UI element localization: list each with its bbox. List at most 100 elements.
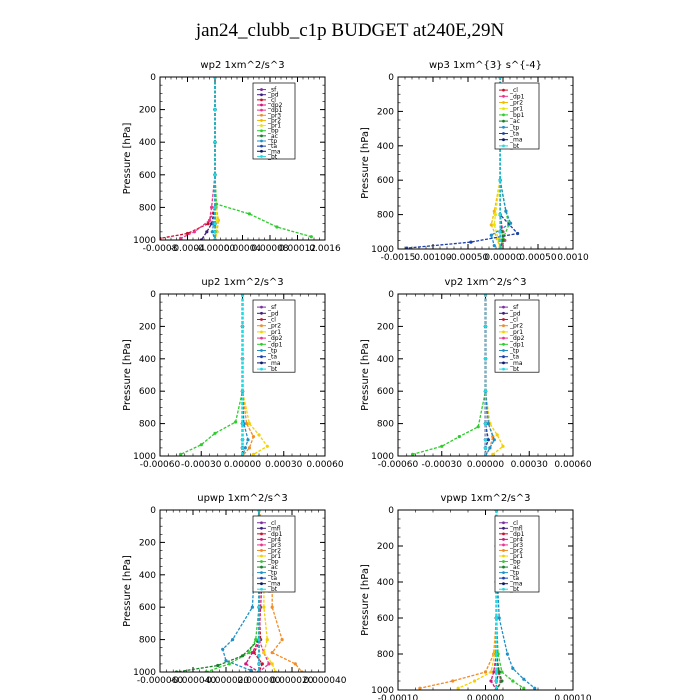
legend-marker — [502, 565, 505, 569]
legend-label: _ma — [509, 360, 523, 367]
data-point — [270, 662, 274, 666]
legend-marker — [260, 336, 263, 340]
data-point — [494, 616, 498, 620]
data-point — [498, 238, 502, 242]
legend-label: _pr3 — [267, 112, 281, 119]
legend-label: _cl — [267, 317, 276, 324]
x-tick-label: 0.00060 — [306, 460, 343, 470]
x-tick-label: -0.00010 — [378, 694, 419, 700]
data-point — [265, 638, 269, 642]
x-tick-label: -0.00060 — [140, 460, 181, 470]
series-line-pd — [200, 77, 216, 240]
x-tick-label: 0.00010 — [554, 694, 591, 700]
legend-label: _ma — [267, 148, 281, 155]
data-point — [488, 446, 492, 450]
legend-label: _tp — [509, 570, 519, 577]
plot-frame — [397, 509, 574, 691]
legend-marker — [260, 521, 263, 525]
legend-marker — [260, 342, 263, 346]
legend-label: _ta — [509, 354, 519, 361]
series-line-cl — [160, 77, 216, 240]
y-axis-label: Pressure [hPa] — [360, 339, 371, 411]
legend-marker — [260, 144, 263, 148]
data-point — [246, 438, 250, 442]
legend-marker — [502, 305, 505, 309]
data-point — [309, 235, 313, 239]
series-line-dp1 — [180, 294, 244, 455]
data-point — [262, 605, 266, 609]
legend-label: _tp — [509, 124, 519, 131]
legend-marker — [502, 554, 505, 558]
legend-marker — [502, 560, 505, 563]
legend-marker — [502, 138, 505, 142]
plot-frame — [159, 76, 326, 241]
data-point — [511, 679, 515, 683]
plot-frame — [159, 293, 326, 457]
y-tick-label: 800 — [139, 203, 156, 213]
y-axis-label: Pressure [hPa] — [360, 127, 371, 199]
data-point — [483, 357, 488, 361]
data-point — [260, 662, 264, 666]
legend-marker — [260, 355, 263, 359]
legend-marker — [502, 107, 505, 111]
data-point — [498, 213, 502, 217]
legend-marker — [502, 318, 505, 321]
legend-marker — [260, 349, 263, 352]
series-line-tp — [490, 77, 512, 246]
x-tick-label: -0.00030 — [422, 460, 463, 470]
data-point — [213, 140, 217, 144]
y-tick-label: 600 — [139, 387, 156, 397]
legend-marker — [260, 113, 263, 117]
legend-label: _dp1 — [509, 93, 525, 100]
legend-marker — [260, 311, 263, 315]
x-tick-label: 0.00000 — [467, 694, 504, 700]
data-point — [240, 422, 245, 426]
y-tick-label: 200 — [377, 107, 394, 117]
legend-marker — [502, 549, 505, 552]
series-group — [160, 77, 313, 240]
legend-marker — [260, 554, 263, 558]
series-line-ac — [176, 510, 260, 672]
legend-label: _pr2 — [509, 547, 523, 554]
data-point — [234, 420, 238, 424]
legend-label: _bt — [267, 366, 278, 373]
legend-label: _ta — [267, 354, 277, 361]
data-point — [486, 422, 490, 426]
data-point — [257, 654, 261, 658]
legend-marker — [502, 526, 505, 530]
data-point — [213, 431, 217, 435]
data-point — [451, 679, 455, 683]
data-point — [500, 679, 504, 683]
series-line-pr1 — [493, 77, 501, 249]
legend-marker — [260, 324, 263, 328]
legend-marker — [260, 124, 263, 127]
legend-label: _ta — [509, 575, 519, 582]
legend-label: _dp1 — [509, 531, 525, 538]
panel-title: vp2 1xm^2/s^3 — [445, 277, 527, 288]
legend-marker — [260, 565, 263, 569]
legend-label: _bt — [509, 586, 520, 593]
panel-title: up2 1xm^2/s^3 — [201, 277, 283, 288]
data-point — [257, 433, 261, 437]
data-point — [240, 446, 245, 450]
y-tick-label: 600 — [377, 614, 394, 624]
legend-label: _pr2 — [509, 323, 523, 330]
data-point — [456, 686, 460, 690]
legend-label: _dp2 — [509, 335, 525, 342]
series-group — [411, 294, 505, 456]
legend-marker — [260, 526, 263, 530]
y-tick-label: 400 — [139, 138, 156, 148]
legend-label: _cl — [509, 87, 518, 94]
data-point — [251, 435, 256, 439]
legend-marker — [502, 94, 505, 98]
data-point — [247, 212, 251, 216]
data-point — [265, 444, 269, 448]
y-axis-label: Pressure [hPa] — [122, 339, 133, 411]
legend-marker — [260, 149, 263, 153]
data-point — [213, 108, 217, 112]
x-tick-label: 0.00030 — [511, 460, 548, 470]
data-point — [492, 438, 496, 442]
legend-marker — [502, 125, 505, 129]
chart-panel-up2: up2 1xm^2/s^3 Pressure [hPa] 0 200 400 600 800… — [122, 277, 344, 470]
legend-marker — [260, 576, 263, 580]
